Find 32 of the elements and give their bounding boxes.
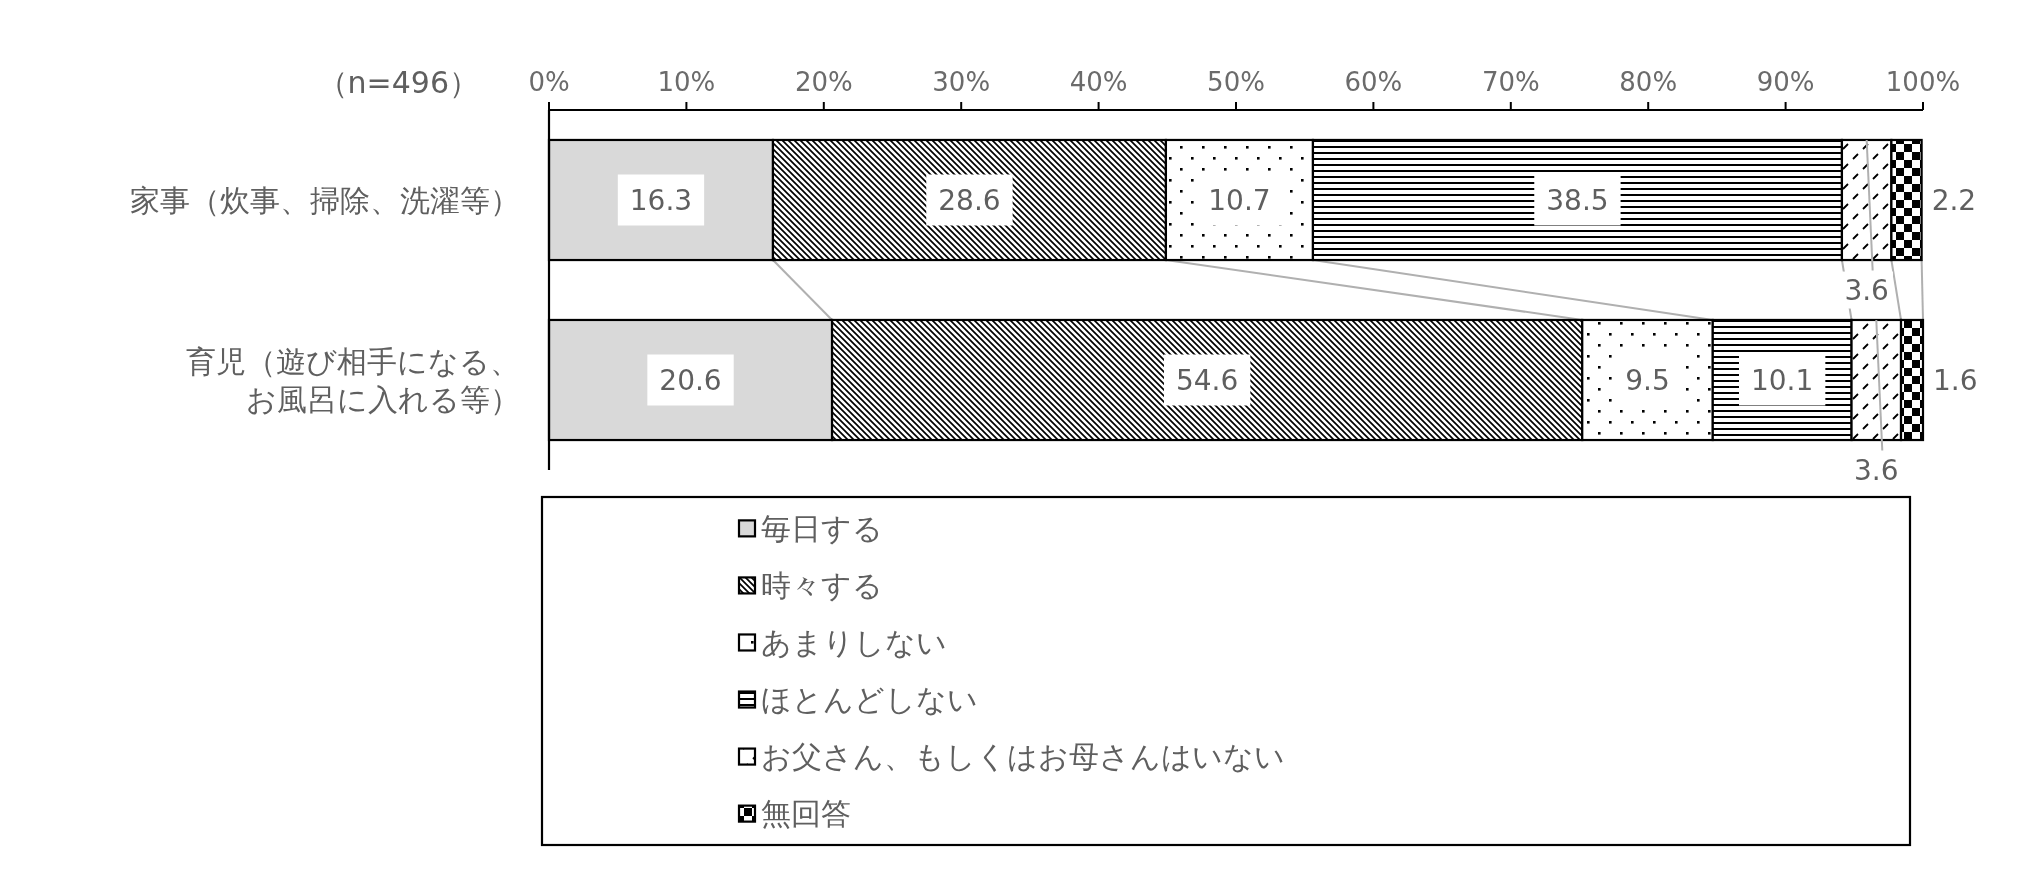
legend-label: 時々する [761,567,883,603]
tick-label: 40% [1069,67,1128,97]
data-label: 10.7 [1208,183,1271,217]
category-label: 家事（炊事、掃除、洗濯等） [130,182,520,218]
data-label: 16.3 [629,183,693,217]
data-label: 20.6 [659,363,722,397]
tick-label: 80% [1619,67,1678,97]
legend-label: あまりしない [761,625,947,660]
tick-label: 50% [1207,67,1265,97]
tick-label: 100% [1885,67,1961,97]
data-label: 54.6 [1175,363,1239,397]
legend-label: 毎日する [761,510,883,546]
legend-label: お父さん、もしくはお母さんはいない [761,739,1285,775]
tick-label: 10% [657,67,716,97]
tick-label: 90% [1756,67,1815,97]
tick-label: 0% [528,67,570,97]
tick-label: 70% [1481,67,1540,97]
legend-label: ほとんどしない [761,682,978,717]
annotation: （n=496） [317,64,479,100]
data-label: 1.6 [1933,363,1978,397]
data-label: 3.6 [1844,273,1889,307]
data-label: 38.5 [1546,183,1609,217]
data-label: 3.6 [1854,453,1899,487]
data-label: 28.6 [938,183,1001,217]
tick-label: 20% [794,67,853,97]
data-label: 9.5 [1625,363,1670,397]
data-label: 10.1 [1751,363,1814,397]
tick-label: 60% [1344,67,1403,97]
data-label: 2.2 [1931,183,1977,217]
category-label: 育児（遊び相手になる、お風呂に入れる等） [186,343,520,417]
legend-label: 無回答 [761,796,851,832]
tick-label: 30% [932,67,991,97]
